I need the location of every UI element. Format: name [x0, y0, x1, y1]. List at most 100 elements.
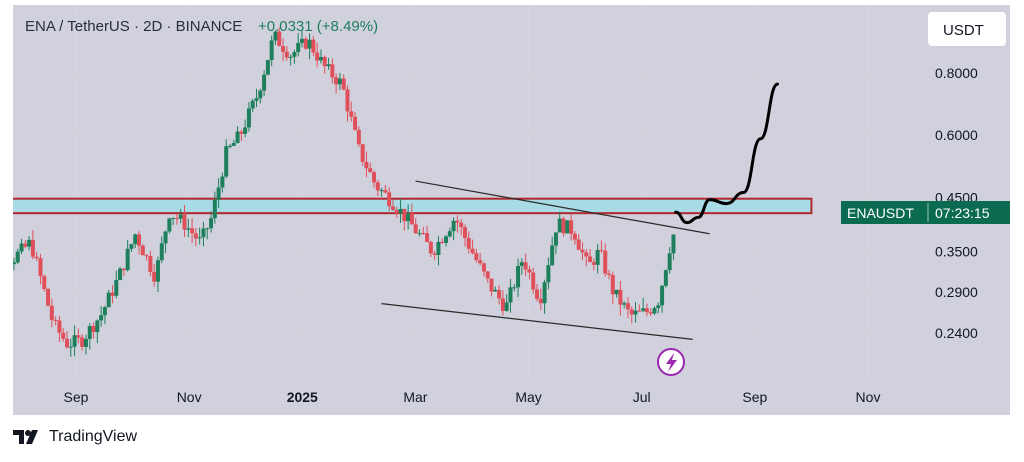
candle-down	[277, 31, 282, 47]
candle-up	[129, 244, 134, 249]
candle-up	[379, 190, 384, 192]
y-tick-label: 0.6000	[935, 127, 978, 143]
candle-up	[318, 56, 323, 61]
candle-down	[421, 233, 426, 235]
candle-up	[205, 228, 210, 230]
candle-down	[637, 310, 642, 312]
candle-up	[83, 338, 88, 347]
candle-down	[440, 241, 445, 243]
candle-down	[140, 245, 145, 256]
candle-up	[102, 307, 107, 316]
candle-up	[227, 145, 232, 147]
trendline-upper	[415, 180, 710, 235]
y-tick-label: 0.8000	[935, 65, 978, 81]
candle-up	[106, 292, 111, 308]
x-tick-label: Nov	[856, 389, 881, 405]
candle-down	[432, 253, 437, 255]
candle-down	[121, 268, 126, 271]
candle-down	[588, 256, 593, 263]
candle-down	[356, 129, 361, 145]
candle-up	[614, 289, 619, 295]
candle-up	[155, 260, 160, 282]
candle-down	[599, 249, 604, 251]
candle-down	[462, 227, 467, 238]
candle-down	[372, 172, 377, 183]
candle-up	[216, 187, 221, 200]
candle-down	[110, 292, 115, 296]
candle-up	[72, 335, 77, 347]
currency-button[interactable]: USDT	[928, 12, 1006, 46]
candle-down	[459, 222, 464, 228]
candle-down	[30, 239, 35, 257]
candle-up	[671, 234, 676, 254]
chart-area[interactable]: 0.8000 0.6000 0.4500 0.3500 0.2900 0.2400 Sep N…	[0, 5, 1010, 415]
x-tick-label: Sep	[742, 389, 767, 405]
candle-up	[553, 232, 558, 246]
y-tick-label: 0.3500	[935, 244, 978, 260]
candle-up	[27, 239, 32, 247]
candle-down	[322, 56, 327, 67]
candle-down	[360, 144, 365, 162]
currency-label: USDT	[943, 22, 984, 39]
candle-down	[349, 111, 354, 117]
candle-down	[182, 214, 187, 230]
candle-down	[387, 192, 392, 207]
candle-up	[220, 176, 225, 188]
candle-up	[542, 282, 547, 304]
candle-down	[190, 228, 195, 234]
candle-down	[500, 298, 505, 311]
candle-down	[618, 289, 623, 305]
candle-up	[201, 228, 206, 238]
candle-up	[114, 279, 119, 296]
candle-down	[23, 243, 28, 247]
candle-down	[375, 182, 380, 191]
candle-down	[383, 190, 388, 193]
candle-down	[57, 320, 62, 333]
candle-down	[284, 51, 289, 58]
alert-icon[interactable]	[657, 348, 685, 376]
candle-down	[629, 309, 634, 315]
candle-down	[34, 256, 39, 259]
candle-down	[53, 319, 58, 321]
candle-up	[186, 228, 191, 230]
candle-up	[656, 305, 661, 309]
price-tag: ENAUSDT 07:23:15	[841, 201, 1010, 224]
candle-up	[406, 213, 411, 222]
candle-up	[254, 98, 259, 101]
candle-down	[239, 131, 244, 134]
candle-up	[557, 218, 562, 233]
candle-up	[300, 38, 305, 43]
candle-down	[353, 116, 358, 130]
candle-down	[572, 233, 577, 240]
candle-down	[330, 64, 335, 78]
candle-down	[76, 335, 81, 338]
candle-up	[504, 302, 509, 311]
trendlines	[381, 82, 779, 340]
candle-up	[326, 64, 331, 67]
candle-up	[663, 270, 668, 286]
candle-down	[648, 312, 653, 314]
candle-down	[80, 337, 85, 347]
candle-up	[99, 315, 104, 321]
candle-down	[489, 278, 494, 292]
candle-up	[288, 56, 293, 58]
candle-down	[455, 220, 460, 223]
candle-up	[595, 249, 600, 265]
candle-down	[65, 338, 70, 348]
candle-down	[49, 305, 54, 320]
candle-down	[46, 288, 51, 306]
candle-down	[193, 233, 198, 239]
candle-down	[413, 224, 418, 234]
price-tag-symbol: ENAUSDT	[847, 205, 914, 221]
candle-up	[265, 60, 270, 75]
projection-path	[674, 82, 779, 225]
trendline-lower	[381, 303, 693, 340]
candle-up	[519, 262, 524, 267]
candle-down	[481, 263, 486, 272]
candle-down	[61, 332, 66, 339]
candle-up	[508, 287, 513, 303]
candle-down	[561, 218, 566, 234]
candle-up	[118, 268, 123, 280]
price-tag-countdown: 07:23:15	[935, 205, 990, 221]
